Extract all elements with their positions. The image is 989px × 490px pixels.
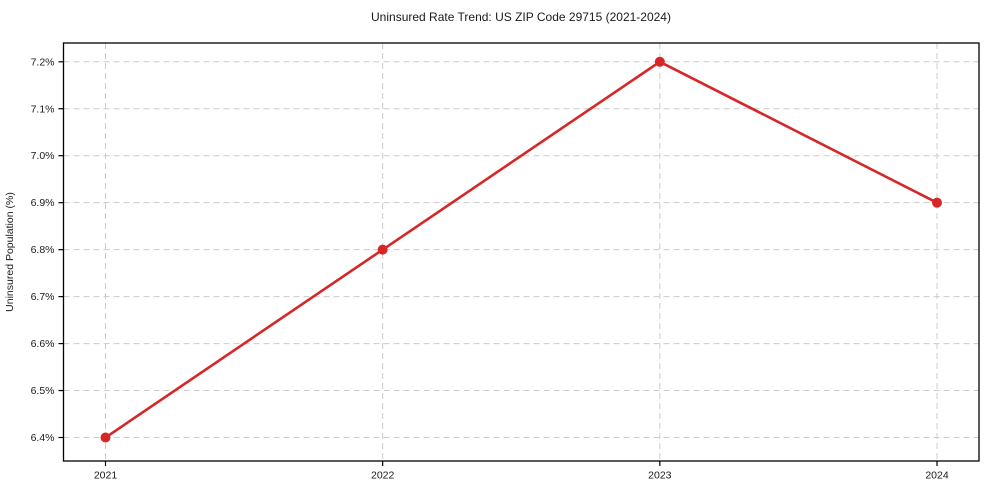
plot-border [62, 42, 980, 462]
data-point [100, 432, 111, 443]
x-tick-label: 2024 [925, 470, 949, 482]
data-point [377, 244, 388, 255]
y-tick-label: 6.4% [31, 432, 55, 444]
tick-labels: 6.4% 6.5% 6.6% 6.7% 6.8% 6.9% 7.0% 7.1% 7.2% 2021… [31, 56, 949, 481]
data-series [100, 56, 942, 443]
y-tick-label: 6.5% [31, 385, 55, 397]
y-tick-label: 6.6% [31, 338, 55, 350]
x-tick-label: 2023 [648, 470, 672, 482]
axes [58, 42, 980, 466]
y-axis-label: Uninsured Population (%) [4, 192, 16, 312]
y-tick-label: 7.2% [31, 56, 55, 68]
x-tick-label: 2022 [371, 470, 395, 482]
x-tick-label: 2021 [94, 470, 118, 482]
data-point [654, 56, 665, 67]
y-tick-label: 7.1% [31, 103, 55, 115]
trend-line [104, 60, 939, 439]
chart-title: Uninsured Rate Trend: US ZIP Code 29715 … [371, 10, 671, 24]
y-tick-label: 6.7% [31, 291, 55, 303]
y-tick-label: 6.8% [31, 244, 55, 256]
gridlines [63, 43, 979, 461]
y-tick-label: 6.9% [31, 197, 55, 209]
data-point [932, 197, 942, 208]
y-tick-label: 7.0% [31, 150, 55, 162]
